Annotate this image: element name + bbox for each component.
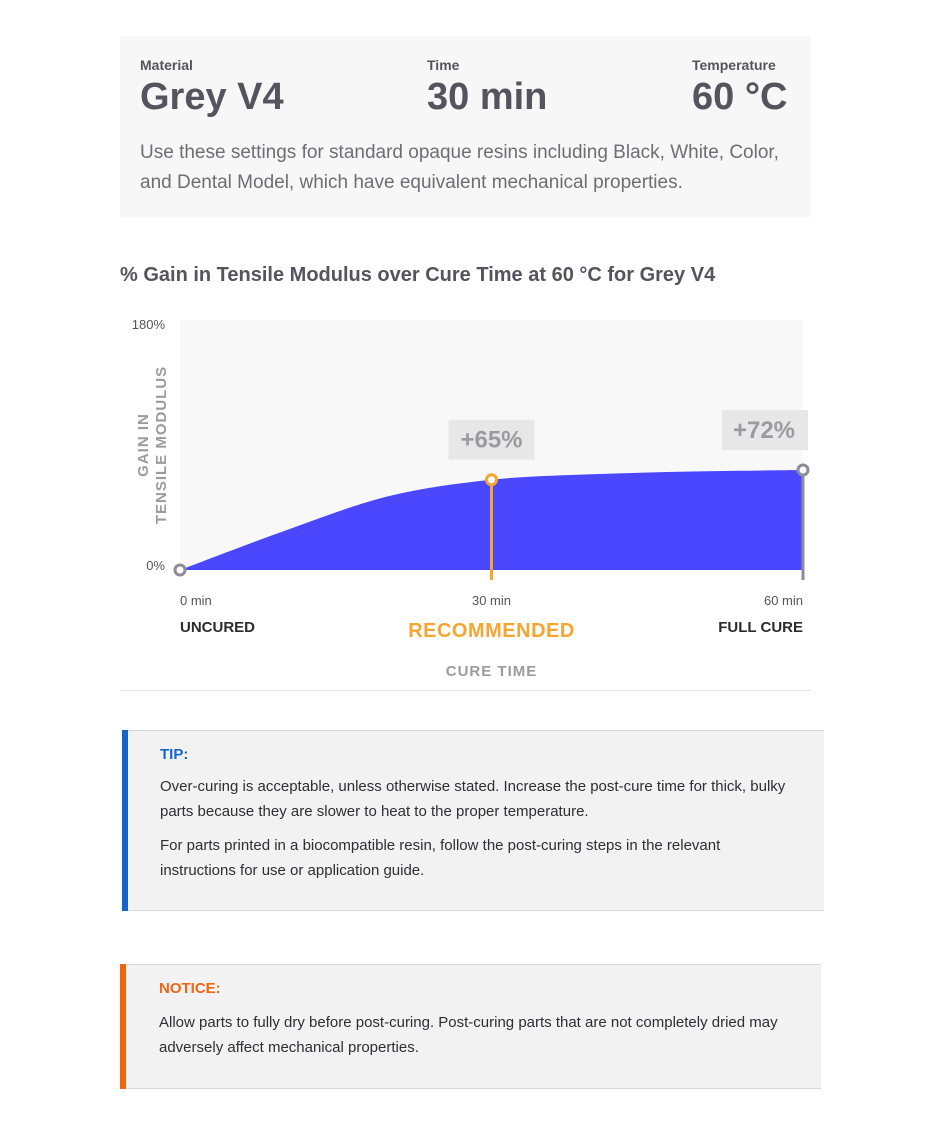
tip-paragraph-2: For parts printed in a biocompatible res… <box>160 837 721 879</box>
material-value: Grey V4 <box>140 76 284 118</box>
tip-callout: TIP: Over-curing is acceptable, unless o… <box>122 730 824 911</box>
material-label: Material <box>140 57 193 73</box>
notice-callout: NOTICE: Allow parts to fully dry before … <box>120 964 821 1089</box>
x-tick-label-end: 60 min <box>764 593 803 608</box>
y-axis-label: GAIN INTENSILE MODULUS <box>135 366 170 524</box>
y-axis-label-line: TENSILE MODULUS <box>153 366 170 524</box>
tip-accent-bar <box>122 730 128 911</box>
y-tick-label-max: 180% <box>132 317 166 332</box>
full-cure-point-marker <box>796 463 810 477</box>
tip-title: TIP: <box>160 746 189 763</box>
stage-label-full-cure: FULL CURE <box>718 619 803 636</box>
annotation-recommended: +65% <box>460 427 522 454</box>
tensile-modulus-chart: 180% 0% GAIN INTENSILE MODULUS +65% +72% 0 mi… <box>132 317 810 680</box>
notice-title: NOTICE: <box>159 980 221 997</box>
cure-settings-card: Material Grey V4 Time 30 min Temperature… <box>120 36 811 217</box>
time-value: 30 min <box>427 76 548 118</box>
start-point-marker <box>173 563 187 577</box>
temperature-value: 60 °C <box>692 76 788 118</box>
tip-paragraph-1: Over-curing is acceptable, unless otherw… <box>160 778 786 820</box>
annotation-box-full-cure <box>722 410 808 450</box>
x-axis-label: CURE TIME <box>446 663 538 680</box>
chart-title: % Gain in Tensile Modulus over Cure Time… <box>120 264 716 286</box>
notice-paragraph-1: Allow parts to fully dry before post-cur… <box>159 1014 778 1056</box>
material-stat: Material Grey V4 <box>140 56 284 120</box>
x-tick-label-mid: 30 min <box>472 593 511 608</box>
time-label: Time <box>427 57 460 73</box>
recommended-point-marker <box>485 473 498 487</box>
temperature-label: Temperature <box>692 57 776 73</box>
settings-description: Use these settings for standard opaque r… <box>140 142 779 193</box>
notice-accent-bar <box>120 964 126 1089</box>
time-stat: Time 30 min <box>427 56 547 120</box>
stage-label-uncured: UNCURED <box>180 619 255 636</box>
y-tick-label-min: 0% <box>146 558 165 573</box>
x-tick-label-start: 0 min <box>180 593 212 608</box>
annotation-box-recommended <box>448 419 535 460</box>
temperature-stat: Temperature 60 °C <box>692 56 787 120</box>
stage-label-recommended: RECOMMENDED <box>408 620 575 642</box>
section-divider <box>120 690 811 691</box>
annotation-full-cure: +72% <box>733 417 795 444</box>
y-axis-label-line: GAIN IN <box>135 413 152 477</box>
